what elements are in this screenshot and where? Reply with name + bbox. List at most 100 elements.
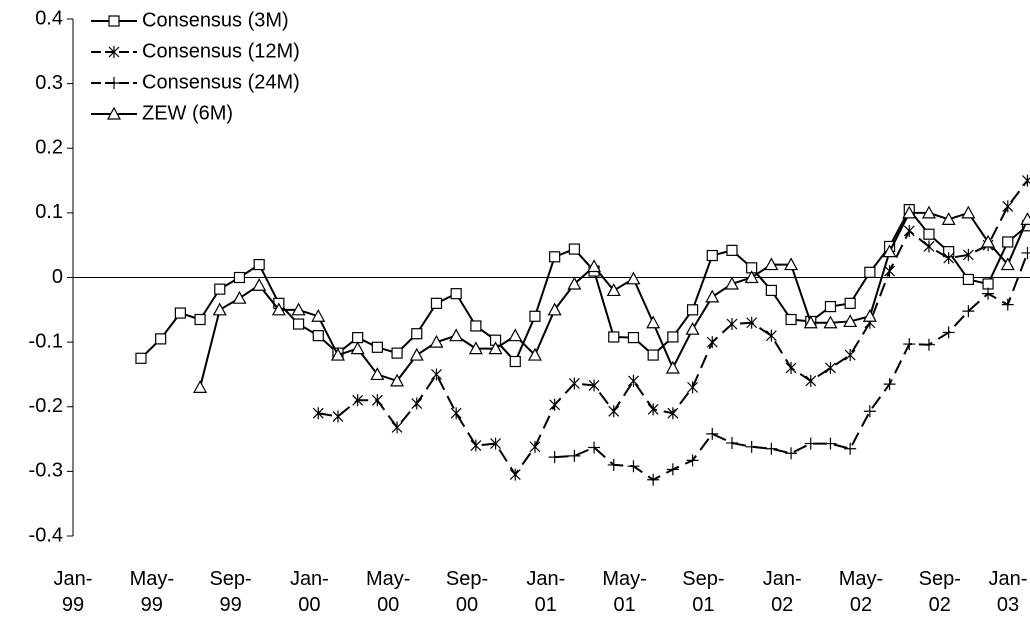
data-point <box>468 341 483 355</box>
data-point <box>547 302 562 316</box>
data-point <box>588 379 600 392</box>
data-point <box>726 244 738 256</box>
data-point <box>805 374 817 387</box>
data-point <box>1000 257 1015 271</box>
data-point <box>686 454 699 467</box>
data-point <box>882 244 897 258</box>
data-point <box>174 307 186 319</box>
x-tick-label: Sep-99 <box>209 568 251 616</box>
data-point <box>390 373 405 387</box>
legend-label: ZEW (6M) <box>142 102 233 124</box>
data-point <box>1001 298 1014 311</box>
data-point <box>371 394 383 407</box>
data-point <box>490 437 501 450</box>
data-point <box>214 283 226 295</box>
data-point <box>686 304 699 316</box>
data-point <box>212 302 227 316</box>
data-point <box>745 440 758 453</box>
data-point <box>744 270 759 284</box>
data-point <box>193 380 208 393</box>
data-point <box>803 315 818 329</box>
data-point <box>529 310 541 322</box>
x-tick-label: Jan-00 <box>290 568 329 616</box>
data-point <box>449 328 464 342</box>
data-point <box>665 360 680 374</box>
data-point <box>942 326 955 339</box>
data-point <box>961 205 976 219</box>
y-tick-label: 0 <box>52 266 63 288</box>
data-point <box>587 259 602 273</box>
data-point <box>884 265 895 278</box>
data-point <box>135 352 147 364</box>
x-tick-label: Jan-01 <box>526 568 565 616</box>
legend-marker <box>108 77 120 89</box>
data-point <box>883 378 896 391</box>
x-tick-label: May-01 <box>602 568 646 616</box>
y-tick-label: 0.1 <box>35 201 63 223</box>
data-point <box>764 257 779 271</box>
data-point <box>430 297 443 309</box>
data-point <box>903 338 916 351</box>
data-point <box>706 249 718 262</box>
data-point <box>312 330 324 342</box>
data-point <box>509 355 521 368</box>
series-line <box>199 211 1029 388</box>
data-point <box>588 441 601 454</box>
data-point <box>549 398 561 411</box>
data-point <box>330 347 345 361</box>
data-point <box>411 328 423 340</box>
y-tick-label: 0.2 <box>35 137 63 159</box>
data-point <box>725 436 738 449</box>
legend-marker <box>108 15 120 27</box>
y-tick-label: -0.4 <box>29 524 63 546</box>
data-point <box>606 283 621 297</box>
data-point <box>667 407 679 420</box>
data-point <box>470 320 482 332</box>
data-point <box>271 302 286 316</box>
data-point <box>529 440 541 453</box>
data-point <box>863 405 876 418</box>
data-point <box>646 315 661 329</box>
data-point <box>155 333 167 345</box>
data-point <box>844 297 856 309</box>
data-point <box>844 349 856 362</box>
data-point <box>450 288 462 300</box>
data-point <box>450 407 462 420</box>
data-point <box>627 460 640 473</box>
data-point <box>292 318 305 330</box>
data-point <box>941 212 956 225</box>
data-point <box>823 315 838 329</box>
data-point <box>508 328 523 342</box>
data-point <box>568 377 580 390</box>
data-point <box>608 331 620 343</box>
data-point <box>1002 236 1014 248</box>
data-point <box>488 341 503 355</box>
data-point <box>824 300 837 313</box>
y-tick-label: -0.1 <box>29 330 63 352</box>
data-point <box>548 451 561 464</box>
x-tick-label: May-99 <box>130 568 174 616</box>
data-point <box>627 332 640 344</box>
data-point <box>549 251 561 263</box>
data-point <box>647 403 659 416</box>
data-point <box>628 374 639 387</box>
legend-marker <box>106 106 122 120</box>
data-point <box>864 266 876 278</box>
data-point <box>370 367 385 381</box>
data-point <box>1002 200 1014 213</box>
y-tick-label: -0.2 <box>29 395 63 417</box>
legend-label: Consensus (24M) <box>142 71 300 93</box>
data-point <box>647 473 660 486</box>
data-point <box>844 442 857 455</box>
legend-label: Consensus (12M) <box>142 40 300 62</box>
x-tick-label: Sep-00 <box>446 568 488 616</box>
data-point <box>291 302 306 316</box>
data-point <box>1020 212 1030 225</box>
data-point <box>568 449 581 462</box>
data-point <box>253 258 265 271</box>
data-point <box>371 341 383 353</box>
data-point <box>982 287 995 300</box>
data-point <box>391 347 403 359</box>
data-point <box>626 271 641 285</box>
